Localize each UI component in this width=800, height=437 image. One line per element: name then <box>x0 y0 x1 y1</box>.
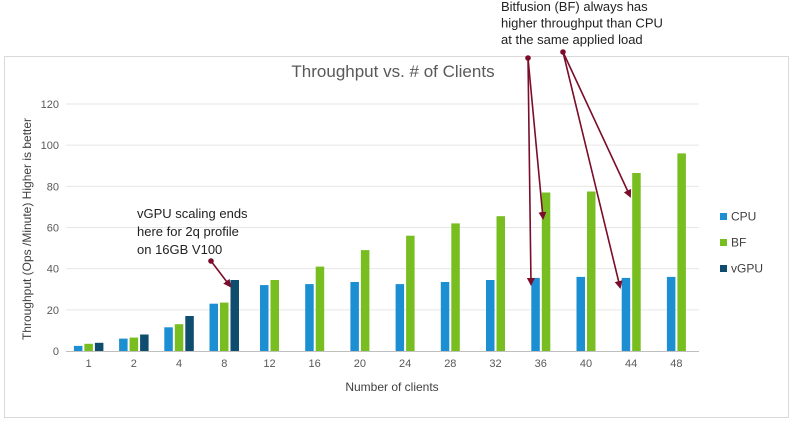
x-tick-label: 16 <box>309 358 321 370</box>
bar-bf <box>220 302 229 351</box>
x-tick-label: 1 <box>86 358 92 370</box>
chart-title: Throughput vs. # of Clients <box>291 62 494 81</box>
bar-bf <box>270 280 279 351</box>
y-tick-label: 60 <box>47 223 59 235</box>
bar-bf <box>315 266 325 351</box>
bar-bf <box>451 223 460 351</box>
x-tick-label: 28 <box>444 358 456 370</box>
bars <box>73 153 686 351</box>
x-tick-label: 36 <box>535 358 547 370</box>
bar-cpu <box>305 284 314 351</box>
chart-frame <box>4 56 789 418</box>
bar-bf <box>406 235 415 351</box>
bar-bf <box>587 191 596 351</box>
legend-swatch-vgpu <box>720 265 727 272</box>
annotation-arrow <box>562 51 632 198</box>
bar-cpu <box>395 284 405 351</box>
bar-bf <box>84 343 93 351</box>
y-tick-label: 80 <box>47 181 59 193</box>
bar-vgpu <box>140 334 149 351</box>
bar-cpu <box>621 277 631 351</box>
x-tick-label: 8 <box>221 358 227 370</box>
x-tick-label: 12 <box>263 358 275 370</box>
bar-cpu <box>73 345 83 351</box>
annotation-arrow <box>526 57 535 286</box>
bar-bf <box>632 173 641 351</box>
bar-vgpu <box>230 280 239 351</box>
x-tick-label: 2 <box>131 358 137 370</box>
y-tick-label: 0 <box>53 346 59 358</box>
bf-note-line: at the same applied load <box>501 32 643 47</box>
bar-vgpu <box>185 316 194 351</box>
legend: CPU BF vGPU <box>720 210 763 276</box>
bar-cpu <box>666 276 676 351</box>
vgpu-note-line: here for 2q profile <box>137 224 239 239</box>
bar-cpu <box>350 282 359 351</box>
y-tick-label: 120 <box>41 99 59 111</box>
bar-bf <box>496 216 505 351</box>
bar-bf <box>677 153 686 351</box>
y-tick-label: 40 <box>47 264 59 276</box>
bar-cpu <box>164 327 173 351</box>
y-tick-label: 100 <box>41 140 59 152</box>
annotation-arrow <box>527 57 547 220</box>
x-tick-label: 4 <box>176 358 182 370</box>
vgpu-note-line: on 16GB V100 <box>137 242 222 257</box>
bf-note-line: higher throughput than CPU <box>501 16 663 31</box>
y-axis-title: Throughput (Ops /Minute) Higher is bette… <box>20 118 34 340</box>
x-tick-label: 32 <box>489 358 501 370</box>
x-tick-label: 20 <box>354 358 366 370</box>
annotation-arrow <box>562 51 623 289</box>
bar-vgpu <box>94 342 104 351</box>
legend-label-bf: BF <box>731 236 746 250</box>
legend-label-cpu: CPU <box>731 210 756 224</box>
y-tick-label: 20 <box>47 305 59 317</box>
legend-swatch-cpu <box>720 213 727 220</box>
x-tick-label: 24 <box>399 358 411 370</box>
x-axis-title: Number of clients <box>345 380 438 394</box>
annotation-arrow <box>210 260 232 288</box>
bar-bf <box>129 337 139 351</box>
vgpu-note-line: vGPU scaling ends <box>137 206 248 221</box>
legend-label-vgpu: vGPU <box>731 262 763 276</box>
bf-note-line: Bitfusion (BF) always has <box>501 0 648 14</box>
x-tick-label: 40 <box>580 358 592 370</box>
bar-cpu <box>260 285 269 351</box>
bar-bf <box>174 324 184 351</box>
bar-bf <box>360 250 370 351</box>
bar-cpu <box>531 277 540 351</box>
bar-bf <box>541 192 551 351</box>
legend-swatch-bf <box>720 239 727 246</box>
annotations: vGPU scaling ends here for 2q profile on 1… <box>137 0 663 289</box>
x-tick-label: 48 <box>670 358 682 370</box>
bar-cpu <box>440 282 450 351</box>
bar-cpu <box>209 303 218 351</box>
bar-cpu <box>576 276 585 351</box>
bar-cpu <box>486 280 495 351</box>
bar-cpu <box>119 338 128 351</box>
x-tick-label: 44 <box>625 358 637 370</box>
